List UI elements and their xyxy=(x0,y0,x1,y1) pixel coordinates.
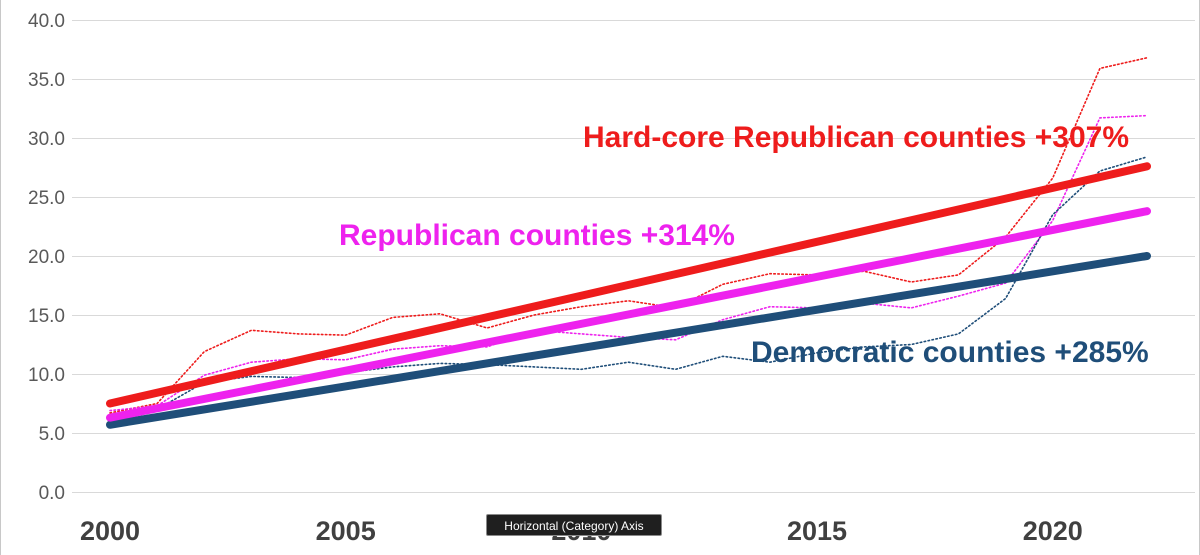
annotation-democratic: Democratic counties +285% xyxy=(751,336,1149,369)
y-tick-label: 40.0 xyxy=(28,11,65,32)
annotation-hardcore-republican: Hard-core Republican counties +307% xyxy=(583,121,1129,154)
y-tick-label: 20.0 xyxy=(28,247,65,268)
gridlines xyxy=(72,20,1195,493)
series-line-democratic xyxy=(109,156,1148,418)
x-tick-label: 2000 xyxy=(80,516,140,546)
y-tick-label: 0.0 xyxy=(39,483,65,504)
x-tick-label: 2015 xyxy=(787,516,847,546)
y-tick-label: 25.0 xyxy=(28,188,65,209)
annotation-republican: Republican counties +314% xyxy=(339,219,735,252)
y-tick-label: 10.0 xyxy=(28,365,65,386)
trend-lines xyxy=(106,162,1151,429)
y-tick-label: 15.0 xyxy=(28,306,65,327)
trend-line-hardcore xyxy=(106,162,1151,408)
trend-line-democratic xyxy=(106,252,1151,429)
y-tick-label: 5.0 xyxy=(39,424,65,445)
trend-line-republican xyxy=(106,207,1151,422)
y-tick-label: 35.0 xyxy=(28,70,65,91)
series-line-hardcore xyxy=(109,56,1148,414)
x-tick-label: 2005 xyxy=(316,516,376,546)
y-axis-ticks: 0.0 5.0 10.0 15.0 20.0 25.0 30.0 35.0 40.0 xyxy=(28,11,65,504)
axis-tooltip: Horizontal (Category) Axis xyxy=(486,514,662,536)
y-tick-label: 30.0 xyxy=(28,129,65,150)
x-tick-label: 2020 xyxy=(1023,516,1083,546)
